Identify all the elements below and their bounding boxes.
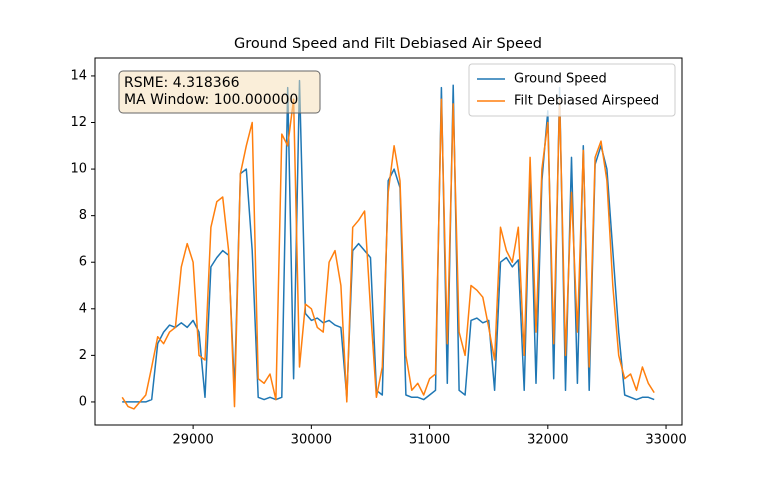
legend-label: Ground Speed bbox=[514, 72, 607, 87]
y-tick-label: 6 bbox=[79, 255, 87, 270]
series-line bbox=[122, 79, 655, 403]
x-tick-label: 33000 bbox=[645, 433, 686, 448]
y-tick-label: 0 bbox=[79, 394, 87, 409]
annotation-text: RSME: 4.318366 bbox=[124, 75, 240, 91]
x-tick-label: 30000 bbox=[291, 433, 332, 448]
x-tick-label: 32000 bbox=[527, 433, 568, 448]
annotation-box bbox=[118, 70, 321, 114]
annotation-text: MA Window: 100.000000 bbox=[124, 92, 298, 108]
y-tick-label: 4 bbox=[79, 301, 87, 316]
legend-label: Filt Debiased Airspeed bbox=[514, 94, 659, 109]
y-tick-label: 12 bbox=[70, 115, 87, 130]
legend-box bbox=[468, 63, 676, 117]
y-tick-label: 14 bbox=[70, 68, 87, 83]
y-tick-label: 8 bbox=[79, 208, 87, 223]
chart-title: Ground Speed and Filt Debiased Air Speed bbox=[234, 36, 542, 52]
series-line bbox=[121, 98, 655, 410]
x-tick-label: 29000 bbox=[172, 433, 213, 448]
y-tick-label: 2 bbox=[79, 348, 87, 363]
y-tick-label: 10 bbox=[70, 162, 87, 177]
x-tick-label: 31000 bbox=[409, 433, 450, 448]
axes-frame bbox=[94, 57, 683, 426]
